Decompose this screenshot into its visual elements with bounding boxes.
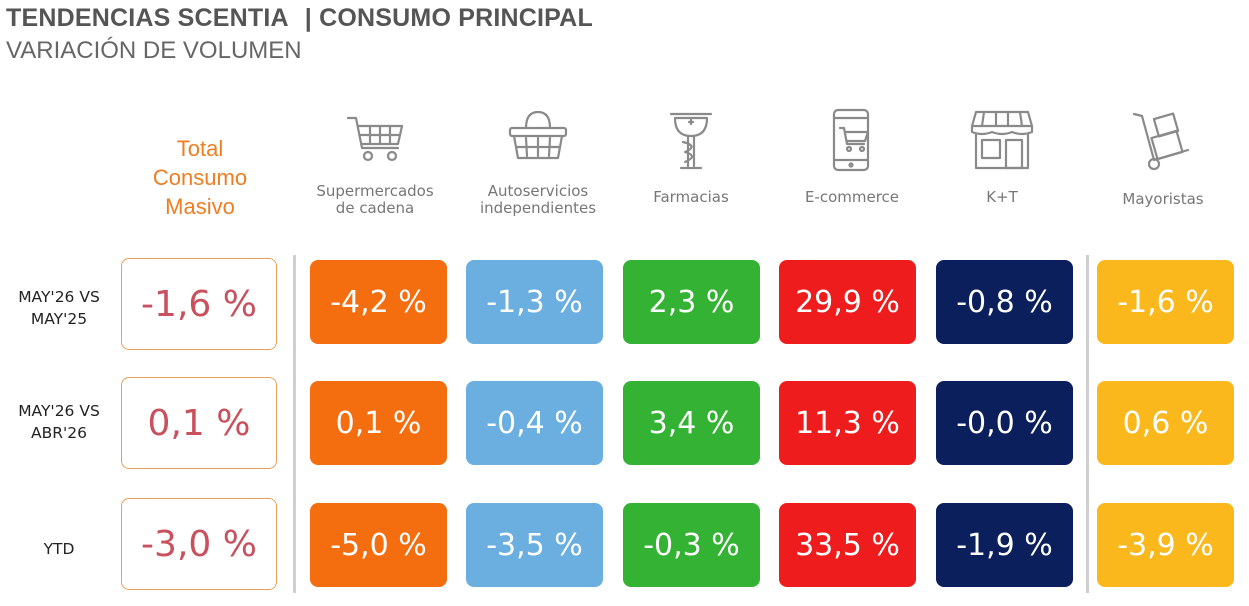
value-cell-kt: -0,8 % [936,260,1073,344]
report-subtitle: VARIACIÓN DE VOLUMEN [6,37,302,64]
col-label-line: Supermercados [316,182,434,200]
col-label-farmacias: Farmacias [606,189,776,206]
value-cell-farmacias: 2,3 % [623,260,760,344]
value-cell-supermercados: 0,1 % [310,381,447,465]
value-cell-ecommerce: 29,9 % [779,260,916,344]
row-label-line: ABR'26 [31,424,87,442]
value-cell-supermercados: -4,2 % [310,260,447,344]
total-consumo-masivo-header: Total Consumo Masivo [120,134,280,221]
col-label-autoservicios: Autoservicios independientes [453,183,623,217]
row-label-ytd: YTD [0,538,118,560]
col-label-line: Farmacias [653,188,729,206]
value-cell-mayoristas: -1,6 % [1097,260,1234,344]
value-cell-mayoristas: 0,6 % [1097,381,1234,465]
value-cell-mayoristas: -3,9 % [1097,503,1234,587]
col-label-ecommerce: E-commerce [767,189,937,206]
divider-line [293,255,296,593]
title-main: TENDENCIAS SCENTIA [6,4,289,32]
col-label-line: de cadena [335,199,415,217]
title-section: | CONSUMO PRINCIPAL [304,4,593,32]
report-title: TENDENCIAS SCENTIA | CONSUMO PRINCIPAL [6,4,593,33]
row-label-line: YTD [43,540,75,558]
storefront-icon [966,104,1038,176]
total-value-box: -3,0 % [121,498,277,590]
value-cell-supermercados: -5,0 % [310,503,447,587]
row-label-line: MAY'25 [30,310,88,328]
row-label-line: MAY'26 VS [18,402,100,420]
col-label-line: Mayoristas [1122,190,1204,208]
col-label-mayoristas: Mayoristas [1078,191,1248,208]
value-cell-farmacias: -0,3 % [623,503,760,587]
value-cell-kt: -1,9 % [936,503,1073,587]
total-header-line: Masivo [165,194,235,219]
col-label-line: independientes [479,199,597,217]
shopping-basket-icon [502,104,574,176]
row-label-may-vs-abr: MAY'26 VS ABR'26 [0,400,118,444]
mobile-cart-icon [816,104,888,176]
pharmacy-icon [655,104,727,176]
total-value-box: -1,6 % [121,258,277,350]
col-label-supermercados: Supermercados de cadena [290,183,460,217]
value-cell-ecommerce: 33,5 % [779,503,916,587]
value-cell-ecommerce: 11,3 % [779,381,916,465]
value-cell-autoservicios: -3,5 % [466,503,603,587]
shopping-cart-icon [340,104,412,176]
total-header-line: Total [176,136,224,161]
hand-truck-icon [1128,104,1200,176]
value-cell-autoservicios: -1,3 % [466,260,603,344]
row-label-may-vs-may: MAY'26 VS MAY'25 [0,286,118,330]
col-label-kt: K+T [917,189,1087,206]
value-cell-kt: -0,0 % [936,381,1073,465]
col-label-line: Autoservicios [487,182,589,200]
value-cell-farmacias: 3,4 % [623,381,760,465]
divider-line [1086,255,1089,593]
total-header-line: Consumo [152,165,248,190]
total-value-box: 0,1 % [121,377,277,469]
value-cell-autoservicios: -0,4 % [466,381,603,465]
col-label-line: K+T [986,188,1018,206]
row-label-line: MAY'26 VS [18,288,100,306]
col-label-line: E-commerce [804,188,900,206]
